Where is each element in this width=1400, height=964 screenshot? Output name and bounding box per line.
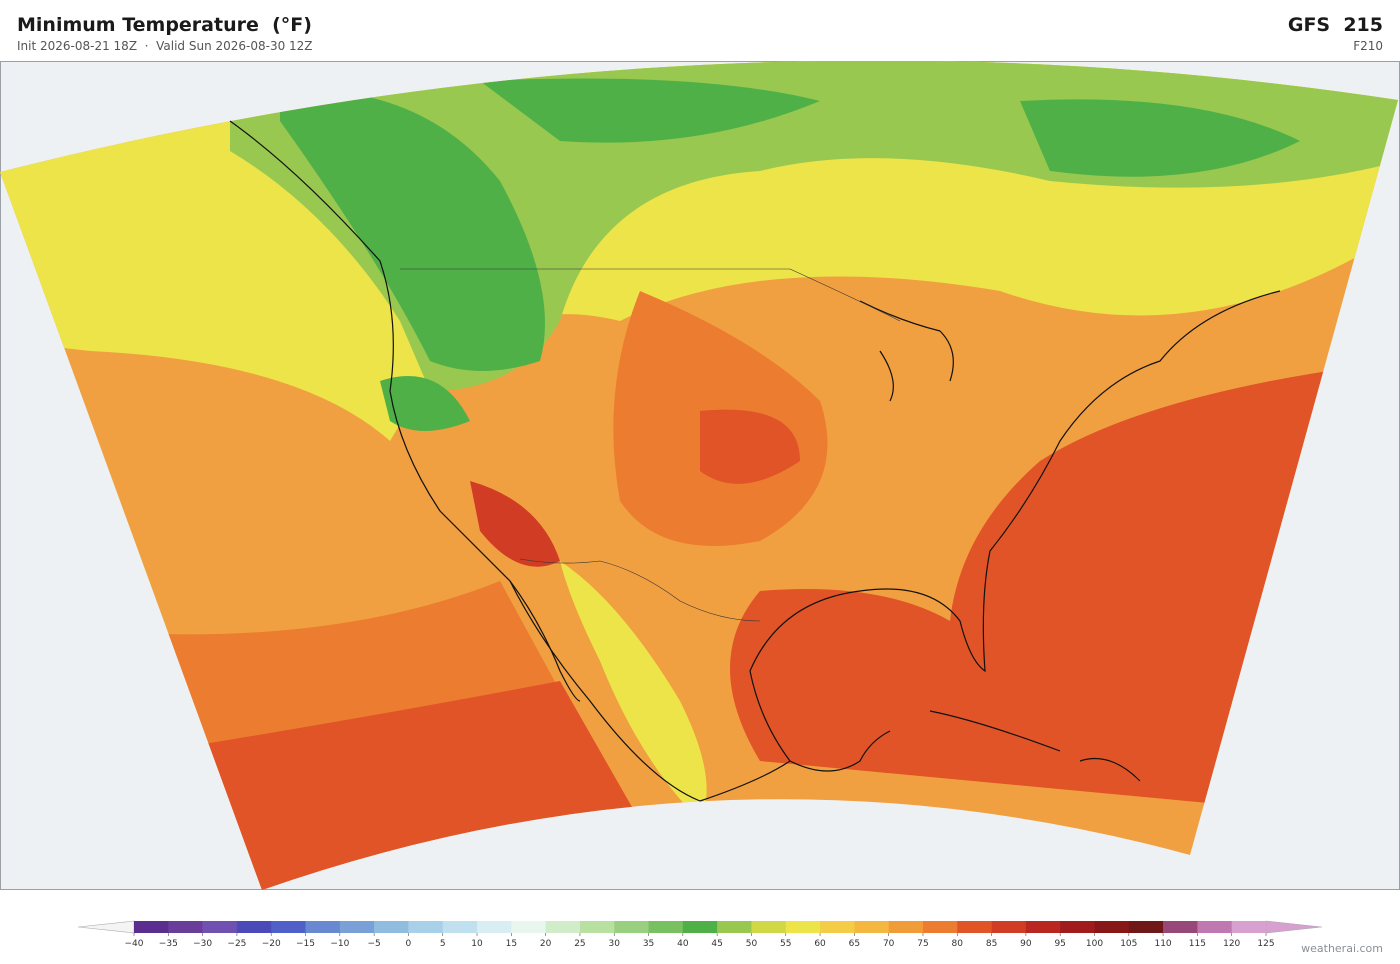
colorbar-bin [888,921,924,933]
colorbar-bin [820,921,855,933]
colorbar-tick-label: −15 [296,939,315,949]
colorbar-bin [682,921,718,933]
colorbar-bin [305,921,341,933]
colorbar-bin [785,921,821,933]
colorbar-bin [442,921,478,933]
colorbar-bin [614,921,649,933]
colorbar-tick-label: 25 [574,939,585,949]
colorbar-tick-label: 60 [814,939,826,949]
colorbar-tick-label: 5 [440,939,446,949]
colorbar-tick-label: 15 [506,939,517,949]
colorbar-bin [1231,921,1267,933]
colorbar-under [77,920,135,934]
colorbar-bin [922,921,958,933]
borders [400,268,901,622]
colorbar-tick-label: 30 [609,939,621,949]
colorbar-bin [134,921,169,933]
colorbar-bin [202,921,238,933]
temperature-field [0,61,1398,890]
colorbar-bin [957,921,992,933]
colorbar-tick-label: 10 [471,939,483,949]
map-title: Minimum Temperature (°F) [17,14,312,36]
colorbar-tick-label: 50 [746,939,758,949]
colorbar-tick-label: 115 [1189,939,1206,949]
forecast-hour: F210 [1353,39,1383,53]
colorbar-tick-label: 95 [1054,939,1065,949]
colorbar-tick-label: 120 [1223,939,1240,949]
colorbar-bin [545,921,581,933]
coastlines [229,120,1281,802]
colorbar-tick-label: 75 [917,939,928,949]
colorbar-tick-label: −10 [330,939,349,949]
colorbar-tick-label: 45 [711,939,722,949]
colorbar-bin [648,921,684,933]
colorbar-bin [1128,921,1164,933]
map-subtitle: Init 2026-08-21 18Z · Valid Sun 2026-08-… [17,39,313,53]
colorbar-bin [168,921,203,933]
colorbar-bin [1025,921,1061,933]
colorbar-bin [717,921,752,933]
colorbar-tick-label: 110 [1154,939,1171,949]
colorbar-tick-label: 90 [1020,939,1032,949]
colorbar-tick-label: 40 [677,939,689,949]
colorbar-bin [511,921,546,933]
colorbar-bin [579,921,615,933]
colorbar-tick-label: −30 [193,939,212,949]
colorbar-bin [408,921,444,933]
colorbar-tick-label: −40 [125,939,144,949]
colorbar-tick-label: 105 [1120,939,1137,949]
colorbar-tick-label: 125 [1257,939,1274,949]
colorbar-tick-label: 65 [849,939,860,949]
colorbar-bin [991,921,1027,933]
colorbar-bin [339,921,375,933]
colorbar-tick-label: 80 [952,939,964,949]
colorbar-tick-label: −5 [367,939,380,949]
colorbar: −40 −35 −30 −25 −20 −15 −10 −5 0 5 10 15 20 25 30 35 40 4… [77,920,1323,949]
colorbar-tick-label: 55 [780,939,791,949]
colorbar-bin [236,921,272,933]
colorbar-tick-label: 70 [883,939,895,949]
colorbar-tick-label: 35 [643,939,654,949]
colorbar-bin [751,921,787,933]
colorbar-tick-label: 100 [1086,939,1103,949]
colorbar-over [1265,920,1323,934]
colorbar-bin [1197,921,1232,933]
colorbar-tick-label: −25 [227,939,246,949]
colorbar-bin [271,921,306,933]
colorbar-bin [477,921,512,933]
colorbar-tick-label: 20 [540,939,552,949]
colorbar-tick-label: 85 [986,939,997,949]
map [0,61,1400,890]
colorbar-tick-label: 0 [406,939,412,949]
model-name: GFS 215 [1287,14,1383,36]
colorbar-tick-label: −20 [262,939,281,949]
colorbar-bin [1163,921,1198,933]
watermark: weatherai.com [1301,942,1383,955]
colorbar-bin [1094,921,1130,933]
colorbar-bin [854,921,889,933]
colorbar-bin [374,921,409,933]
colorbar-bin [1060,921,1095,933]
colorbar-tick-label: −35 [159,939,178,949]
